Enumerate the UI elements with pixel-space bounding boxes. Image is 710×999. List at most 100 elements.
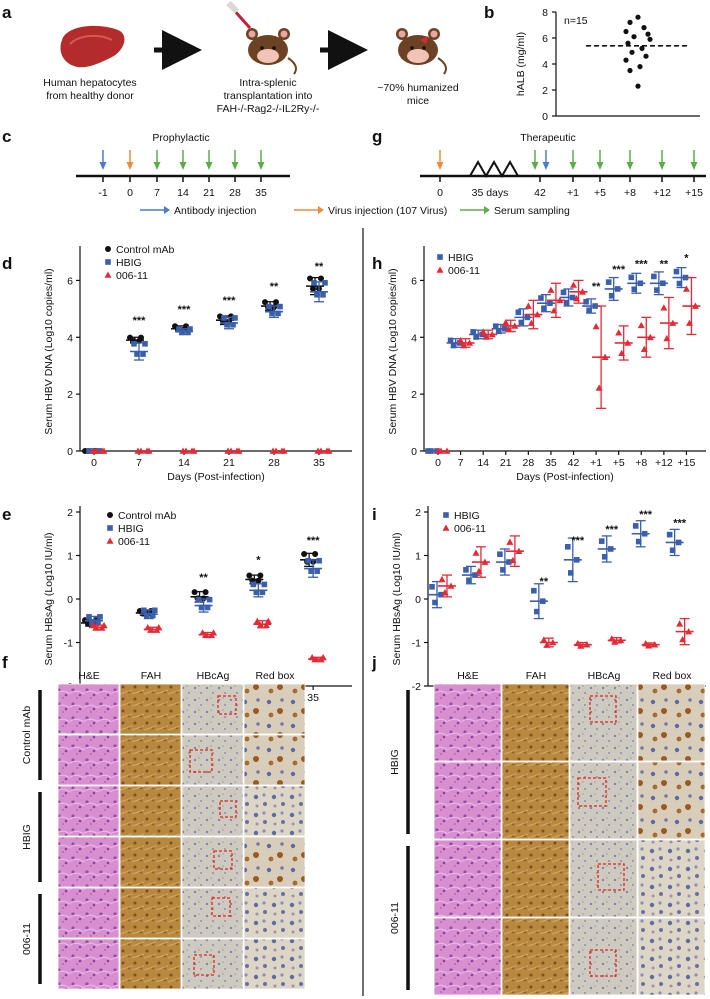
chart-d-point — [145, 447, 153, 454]
chart-d-point — [100, 447, 108, 454]
timeline-legend: Antibody injection Virus injection (107 … — [140, 205, 570, 217]
grid-f-tissue-image — [57, 785, 120, 837]
chart-e-point — [316, 557, 322, 564]
chart-i-point — [601, 554, 608, 560]
chart-e-point — [250, 581, 257, 588]
chart-d-point — [272, 447, 280, 454]
chart-d-point — [134, 351, 140, 357]
chart-i-errorbar — [539, 637, 558, 648]
chart-h-xtick: 7 — [458, 457, 464, 469]
step3-line2: mice — [407, 95, 429, 107]
chart-e-point — [257, 572, 264, 579]
chart-i-legend-label: 006-11 — [454, 523, 486, 535]
chart-h-significance: *** — [635, 258, 649, 270]
grid-j-tissue-image — [501, 839, 570, 918]
b-point — [623, 57, 629, 63]
g-virus-arrow — [436, 150, 444, 170]
grid-f-red-box — [213, 850, 233, 870]
chart-i-point — [438, 575, 446, 583]
chart-e-point — [202, 589, 209, 596]
chart-d-errorbar — [175, 328, 193, 336]
chart-e-point — [314, 568, 320, 574]
humanized-mouse-icon — [396, 28, 447, 75]
chart-h-point — [631, 286, 638, 293]
panel-label-g: g — [372, 127, 382, 146]
chart-e-point — [143, 612, 150, 619]
c-serum-arrow — [205, 150, 213, 170]
c-tick-label: 0 — [127, 187, 133, 199]
grid-j-tissue-image — [569, 917, 638, 996]
chart-h-point — [457, 336, 465, 344]
g-title: Therapeutic — [520, 132, 575, 144]
grid-f-tissue-image — [243, 938, 306, 990]
chart-d-ytick: 4 — [67, 332, 73, 344]
chart-h-point — [473, 334, 479, 340]
chart-i-significance: *** — [605, 524, 619, 536]
chart-i-errorbar — [438, 574, 456, 598]
grid-j-tissue-image — [433, 839, 502, 918]
grid-f-tissue-image — [243, 836, 306, 888]
b-point — [625, 40, 631, 46]
chart-e-point — [151, 607, 158, 614]
c-virus-arrow — [126, 150, 134, 170]
chart-h-point — [538, 295, 544, 301]
grid-j-tissue-image — [637, 839, 706, 918]
liver-icon — [60, 25, 125, 68]
chart-h-significance: * — [684, 253, 689, 265]
chart-e-significance: ** — [199, 572, 208, 584]
chart-h-errorbar — [682, 276, 701, 336]
chart-i-point — [463, 567, 469, 573]
grid-f-tissue-image — [57, 836, 120, 888]
c-tick-label: 21 — [203, 187, 215, 199]
step2-line2: transplantation into — [224, 90, 313, 102]
grid-f-tissue-image — [181, 938, 244, 990]
grid-f-tissue-image — [181, 836, 244, 888]
chart-h-ytick: 0 — [411, 446, 417, 458]
g-tick-label: +5 — [594, 187, 606, 199]
b-ytick: 2 — [542, 85, 548, 97]
grid-f-column-header: FAH — [141, 670, 161, 682]
chart-d-point — [138, 334, 144, 341]
chart-i-point — [506, 538, 514, 545]
chart-h-point — [518, 319, 525, 326]
chart-e-ytick: 0 — [67, 594, 73, 606]
b-point — [635, 14, 641, 20]
step1-line2: from healthy donor — [46, 90, 134, 102]
grid-f-tissue-image — [57, 887, 120, 939]
chart-i-point — [472, 549, 480, 556]
chart-i-errorbar — [529, 583, 548, 620]
chart-h-errorbar — [637, 316, 656, 358]
chart-i-ytick: 1 — [415, 551, 421, 563]
grid-f-tissue-image — [57, 734, 120, 786]
chart-d-legend-label: HBIG — [116, 257, 142, 269]
chart-d-errorbar — [265, 305, 283, 319]
chart-e-point — [259, 589, 266, 596]
g-serum-arrow — [658, 150, 666, 170]
chart-e-point — [308, 568, 314, 574]
chart-d-ytick: 6 — [67, 275, 73, 287]
chart-d-xtick: 21 — [223, 457, 235, 469]
chart-e-point — [305, 557, 311, 564]
chart-i-point — [531, 587, 537, 594]
b-point — [637, 64, 643, 70]
chart-h-point — [524, 302, 532, 309]
chart-e-errorbar — [198, 631, 217, 638]
grid-j-red-box — [589, 695, 617, 723]
grid-f-tissue-image — [57, 938, 120, 990]
grid-f-red-box — [211, 897, 231, 917]
chart-h-xtick: +5 — [613, 457, 625, 469]
chart-i-legend-marker — [443, 512, 449, 518]
chart-e-point — [261, 581, 268, 588]
grid-j-tissue-image — [501, 761, 570, 840]
chart-e-point — [89, 619, 95, 625]
grid-f-group-label: Control mAb — [21, 706, 33, 765]
chart-d-point — [275, 310, 281, 317]
panel-label-h: h — [372, 254, 382, 273]
chart-i-errorbar — [461, 565, 480, 585]
panel-label-c: c — [2, 127, 11, 146]
b-point — [627, 67, 633, 74]
